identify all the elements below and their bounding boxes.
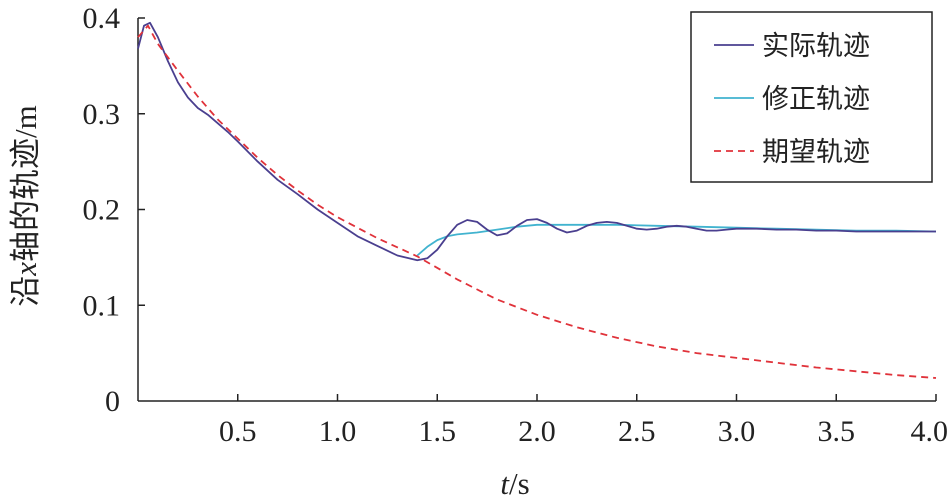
series-layer: [137, 21, 937, 379]
x-tick-label: 3.0: [718, 415, 756, 448]
x-tick-label: 3.5: [818, 415, 856, 448]
x-tick-label: 1.0: [319, 415, 357, 448]
x-tick-label: 1.5: [419, 415, 457, 448]
y-ticks: 0 0.1 0.2 0.3 0.4: [83, 2, 145, 418]
legend-label: 修正轨迹: [762, 84, 870, 115]
y-tick-label: 0.3: [83, 98, 121, 131]
x-tick-label: 2.0: [518, 415, 556, 448]
y-axis-title: 沿x轴的轨迹/m: [8, 105, 43, 307]
legend-label: 期望轨迹: [762, 137, 870, 168]
y-tick-label: 0.1: [83, 289, 121, 322]
y-tick-label: 0.2: [83, 194, 121, 227]
x-tick-label: 0.5: [219, 415, 257, 448]
y-tick-label: 0: [105, 385, 120, 418]
series-line: [416, 223, 937, 257]
x-ticks: 0.5 1.0 1.5 2.0 2.5 3.0 3.5 4.0: [219, 394, 948, 448]
series-line: [137, 24, 937, 379]
y-tick-label: 0.4: [83, 2, 121, 35]
x-tick-label: 2.5: [618, 415, 656, 448]
legend-box: [690, 11, 933, 183]
x-tick-label: 4.0: [911, 415, 949, 448]
series-line: [137, 21, 936, 262]
legend-label: 实际轨迹: [762, 31, 870, 62]
x-axis-title: t/s: [500, 466, 529, 501]
